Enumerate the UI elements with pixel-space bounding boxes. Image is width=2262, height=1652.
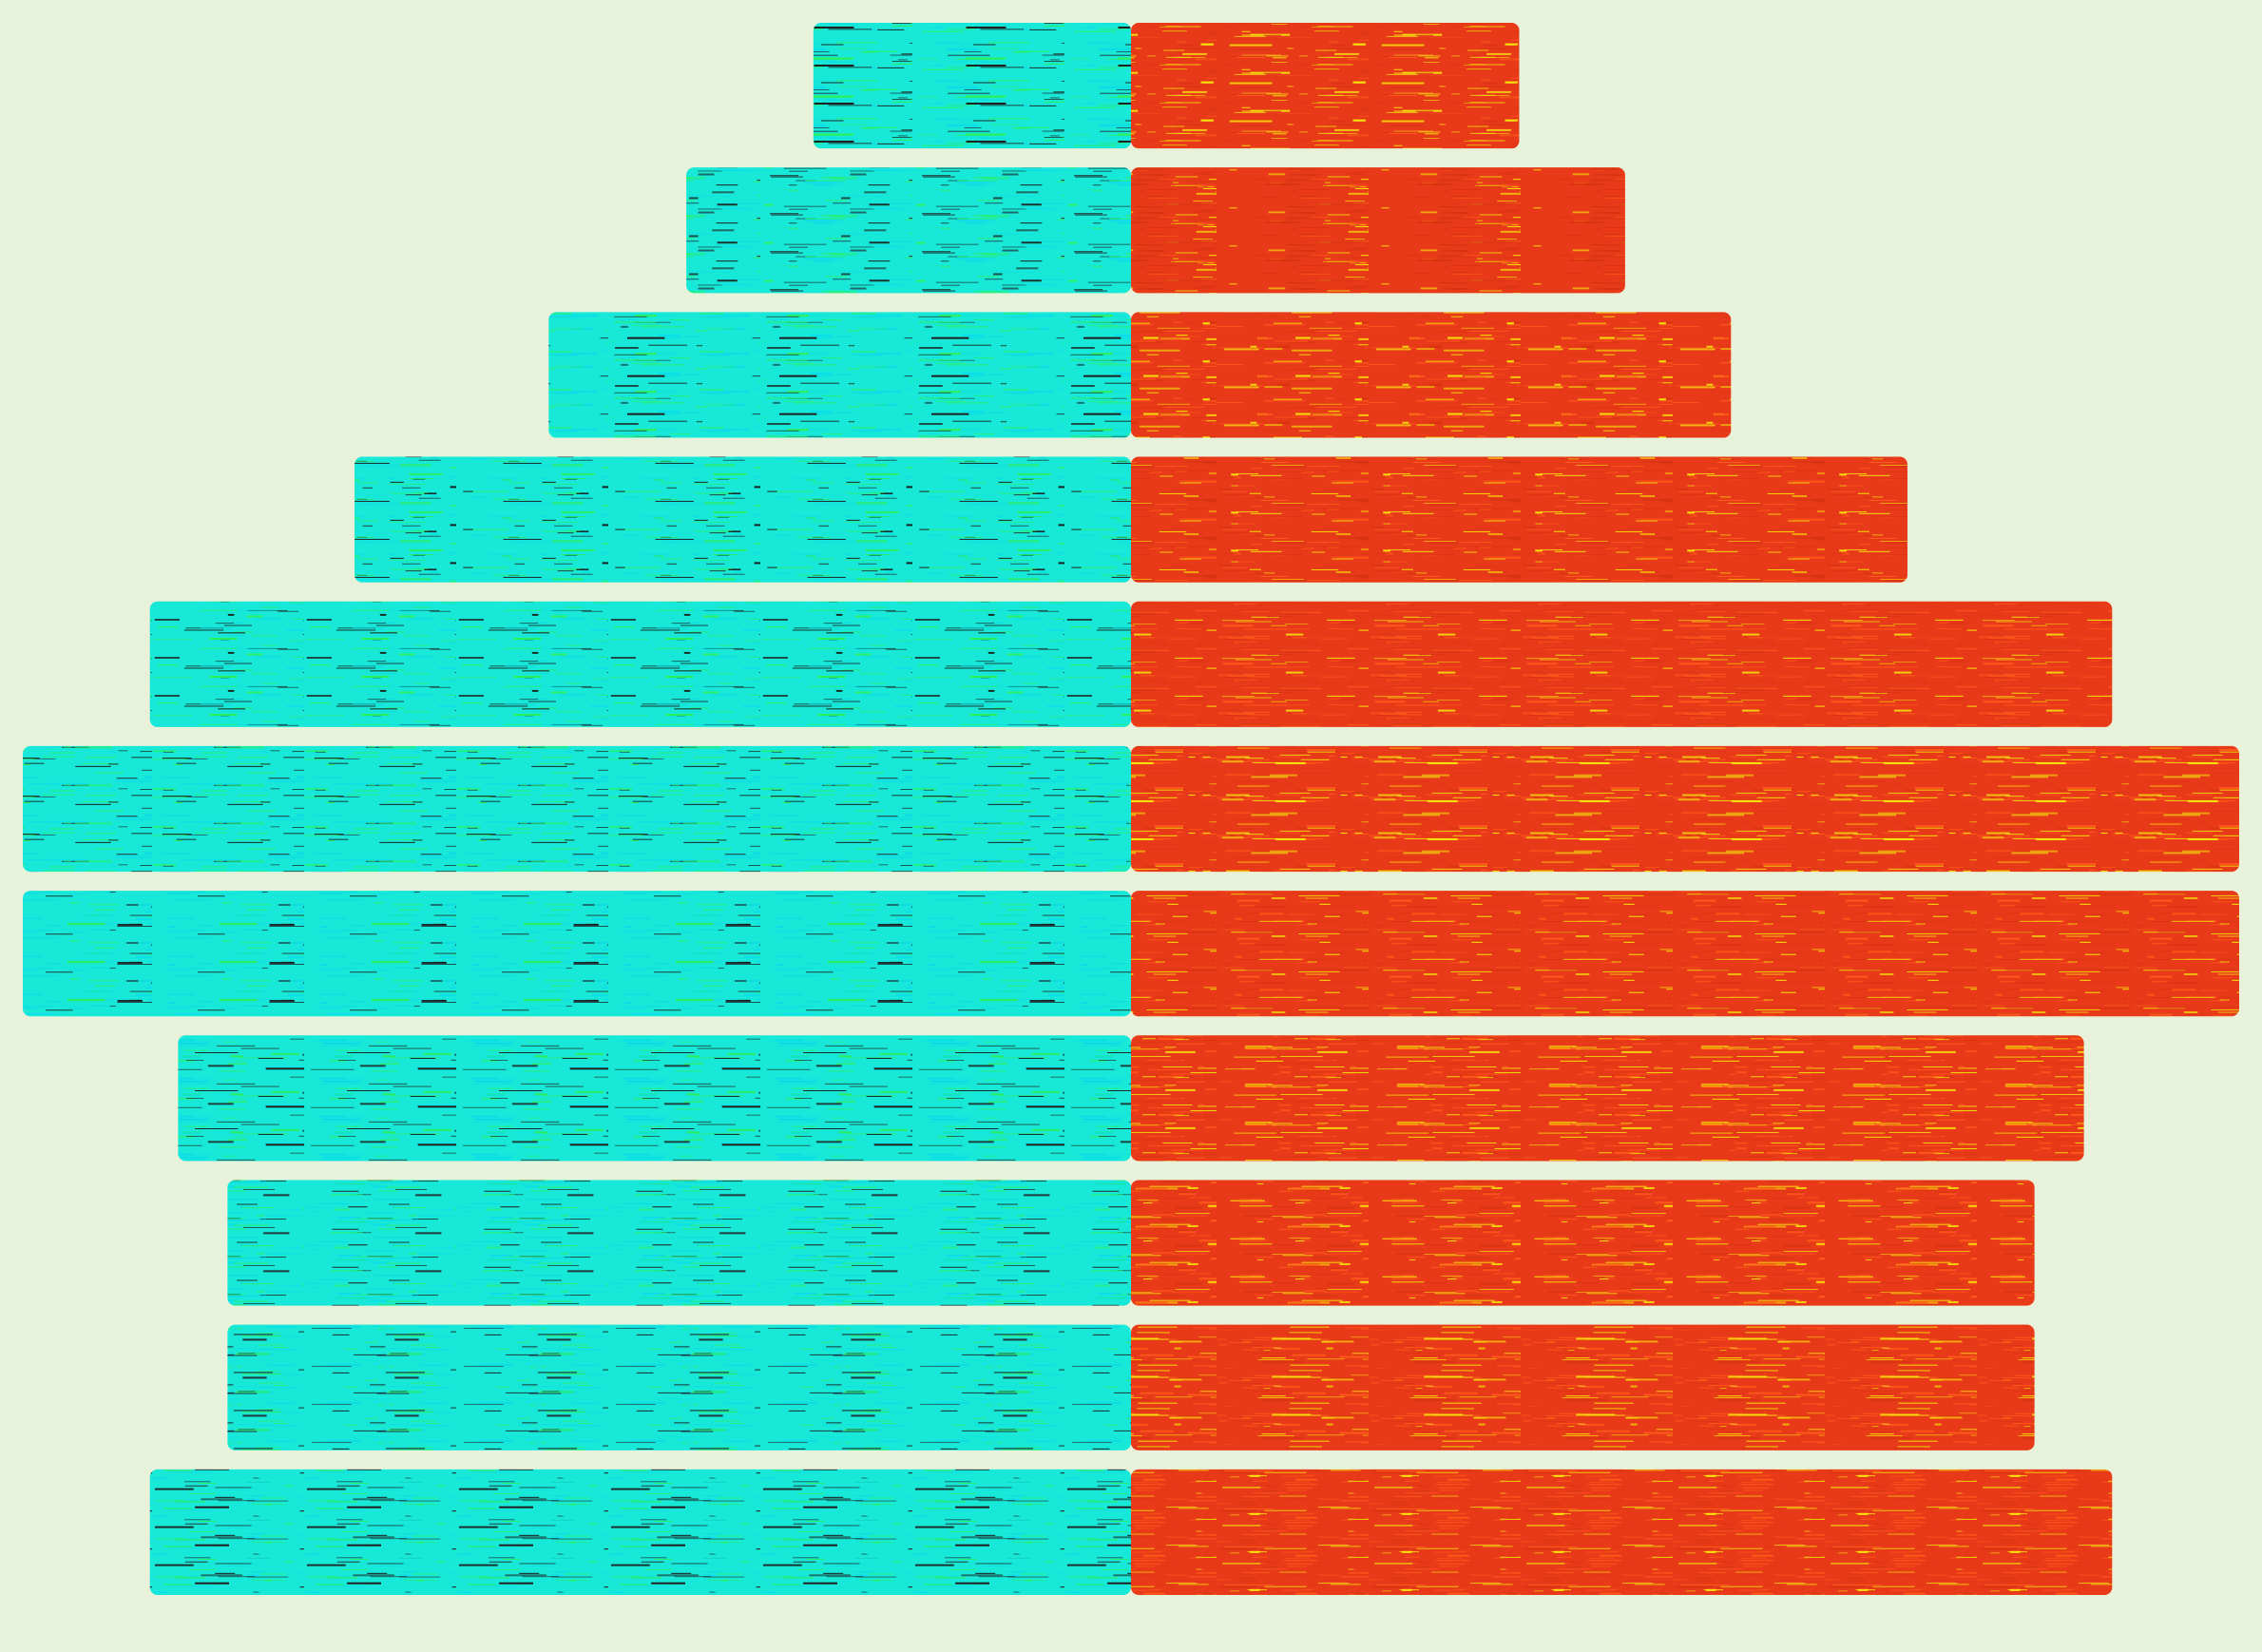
pyramid-bar-left [814,23,1131,148]
pyramid-bar-right [1131,167,1625,293]
pyramid-bar-right [1131,746,2239,872]
pyramid-bar-left [150,602,1131,727]
pyramid-bar-left [227,1180,1131,1305]
pyramid-bar-left [548,312,1131,437]
pyramid-bar-left [178,1035,1131,1161]
pyramid-bar-left [227,1325,1131,1450]
pyramid-bar-left [686,167,1131,293]
pyramid-bar-right [1131,1035,2084,1161]
pyramid-bar-left [355,457,1131,583]
pyramid-bar-right [1131,457,1907,583]
pyramid-bar-left [23,891,1131,1016]
pyramid-chart [0,0,2262,1652]
pyramid-bar-right [1131,312,1731,437]
pyramid-bar-right [1131,23,1519,148]
pyramid-bar-left [150,1470,1131,1595]
pyramid-bar-right [1131,1325,2035,1450]
pyramid-bar-right [1131,1470,2112,1595]
pyramid-bar-left [23,746,1131,872]
pyramid-bar-right [1131,1180,2035,1305]
pyramid-bar-right [1131,602,2112,727]
pyramid-bar-right [1131,891,2239,1016]
